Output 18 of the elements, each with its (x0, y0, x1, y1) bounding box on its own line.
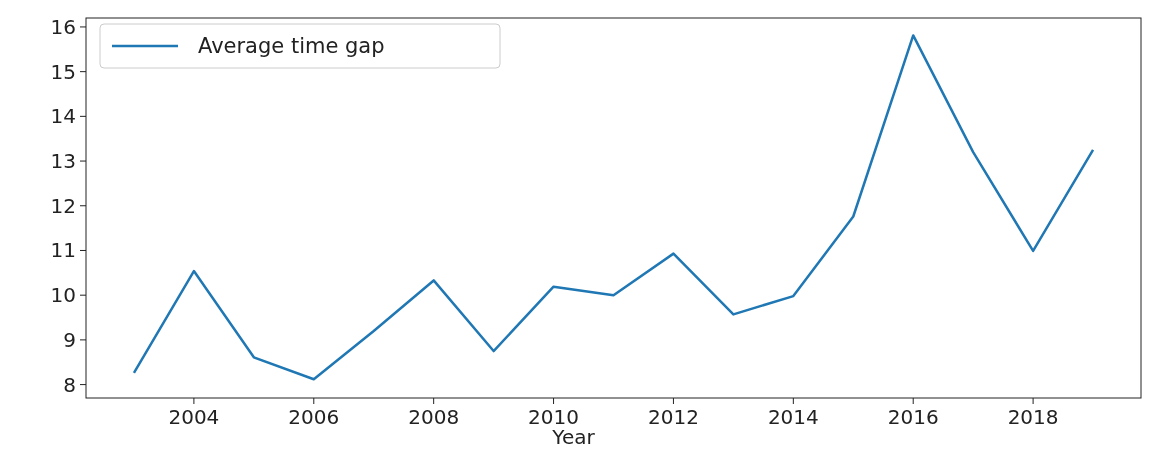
x-tick-label: 2016 (887, 405, 939, 429)
y-tick-label: 8 (63, 372, 76, 397)
y-tick-label: 15 (50, 59, 76, 84)
x-tick-label: 2008 (408, 405, 460, 429)
y-tick-label: 11 (50, 238, 76, 263)
y-tick-label: 14 (50, 104, 76, 129)
x-tick-label: 2014 (767, 405, 819, 429)
line-series (132, 34, 1095, 381)
y-tick-label: 16 (50, 14, 76, 39)
legend-label: Average time gap (198, 34, 385, 58)
x-tick-label: 2004 (168, 405, 220, 429)
y-tick-label: 9 (63, 327, 76, 352)
y-tick-label: 12 (50, 193, 76, 218)
x-tick-label: 2012 (647, 405, 699, 429)
x-tick-label: 2018 (1007, 405, 1059, 429)
y-tick-label: 13 (50, 149, 76, 174)
y-tick-label: 10 (50, 283, 76, 308)
x-tick-label: 2006 (288, 405, 340, 429)
